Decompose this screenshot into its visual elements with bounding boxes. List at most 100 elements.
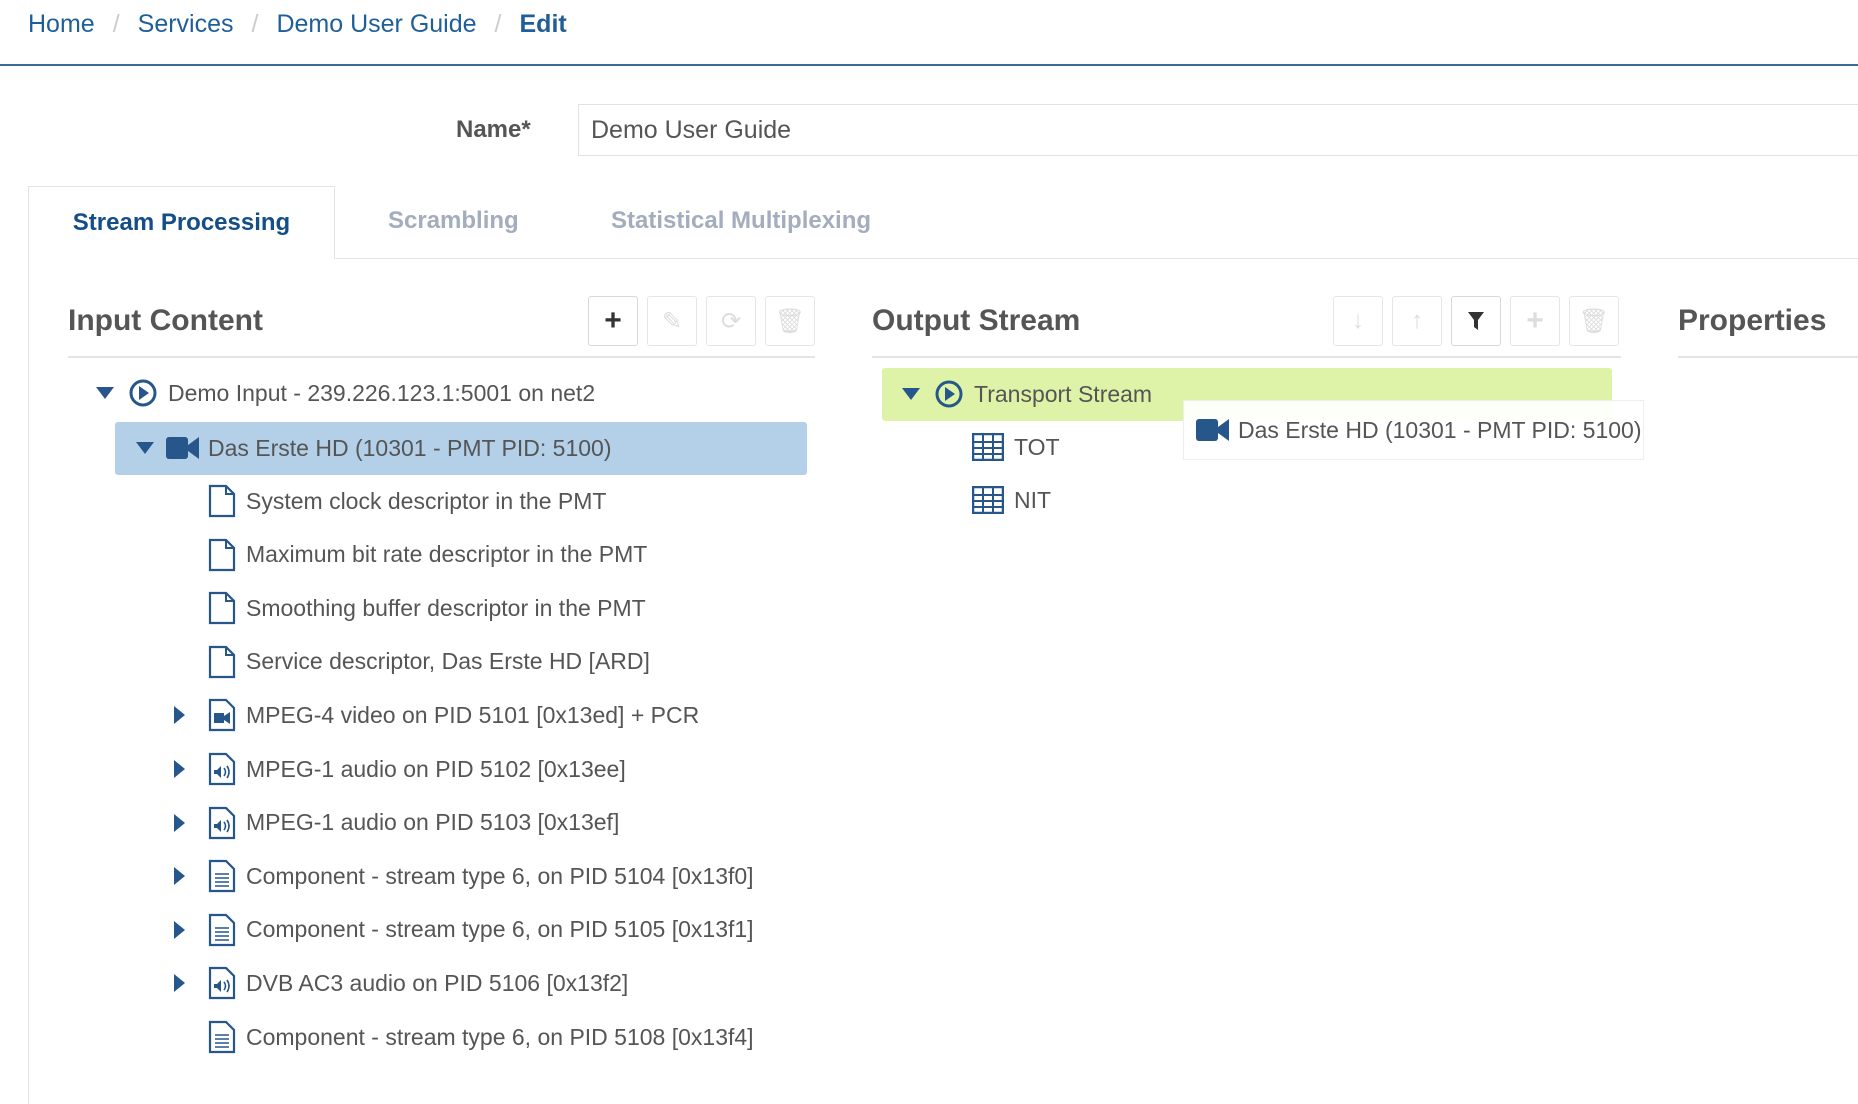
expand-icon[interactable] bbox=[174, 706, 185, 725]
play-circle-icon bbox=[935, 380, 963, 408]
node-label: Maximum bit rate descriptor in the PMT bbox=[246, 541, 648, 568]
move-down-button[interactable]: ↓ bbox=[1333, 296, 1383, 346]
video-camera-icon bbox=[1196, 419, 1229, 441]
tree-node-child[interactable]: Component - stream type 6, on PID 5104 [… bbox=[174, 850, 754, 902]
name-label: Name* bbox=[456, 116, 531, 143]
name-input[interactable] bbox=[578, 104, 1858, 156]
tree-node-child[interactable]: Service descriptor, Das Erste HD [ARD] bbox=[174, 636, 650, 688]
header-divider bbox=[0, 64, 1858, 66]
refresh-icon: ⟳ bbox=[720, 307, 742, 335]
plus-icon: + bbox=[604, 304, 622, 337]
file-icon bbox=[208, 538, 236, 571]
tree-node-transport-stream[interactable]: Transport Stream bbox=[902, 368, 1152, 420]
edit-icon: ✎ bbox=[661, 307, 683, 335]
collapse-icon[interactable] bbox=[96, 387, 114, 399]
collapse-icon[interactable] bbox=[902, 388, 920, 400]
node-label: TOT bbox=[1014, 433, 1060, 460]
edit-button[interactable]: ✎ bbox=[647, 296, 697, 346]
play-circle-icon bbox=[129, 379, 157, 407]
expand-icon[interactable] bbox=[174, 920, 185, 939]
tree-node-service[interactable]: Das Erste HD (10301 - PMT PID: 5100) bbox=[136, 422, 612, 474]
tree-node-child[interactable]: MPEG-1 audio on PID 5103 [0x13ef] bbox=[174, 797, 619, 849]
node-label: Component - stream type 6, on PID 5108 [… bbox=[246, 1023, 754, 1050]
tree-node-child[interactable]: MPEG-4 video on PID 5101 [0x13ed] + PCR bbox=[174, 689, 699, 741]
delete-output-button[interactable]: 🗑 bbox=[1569, 296, 1619, 346]
text-file-icon bbox=[208, 860, 236, 893]
tree-node-child[interactable]: Component - stream type 6, on PID 5105 [… bbox=[174, 904, 754, 956]
refresh-button[interactable]: ⟳ bbox=[706, 296, 756, 346]
text-file-icon bbox=[208, 913, 236, 946]
node-label: Smoothing buffer descriptor in the PMT bbox=[246, 594, 646, 621]
node-label: Component - stream type 6, on PID 5105 [… bbox=[246, 916, 754, 943]
tab-scrambling[interactable]: Scrambling bbox=[388, 207, 519, 234]
expand-icon[interactable] bbox=[174, 813, 185, 832]
file-icon bbox=[208, 645, 236, 678]
input-content-title: Input Content bbox=[68, 304, 263, 337]
tree-node-tot[interactable]: TOT bbox=[972, 421, 1060, 473]
separator: / bbox=[112, 10, 120, 38]
audio-file-icon bbox=[208, 967, 236, 1000]
breadcrumb-current: Edit bbox=[519, 10, 567, 38]
file-icon bbox=[208, 484, 236, 518]
add-button[interactable]: + bbox=[588, 296, 638, 346]
divider bbox=[68, 356, 815, 358]
tree-node-input[interactable]: Demo Input - 239.226.123.1:5001 on net2 bbox=[96, 367, 595, 419]
expand-icon[interactable] bbox=[174, 974, 185, 993]
tree-node-child[interactable]: DVB AC3 audio on PID 5106 [0x13f2] bbox=[174, 957, 628, 1009]
node-label: MPEG-1 audio on PID 5102 [0x13ee] bbox=[246, 755, 626, 782]
breadcrumb: Home / Services / Demo User Guide / Edit bbox=[28, 10, 567, 39]
expand-icon[interactable] bbox=[174, 867, 185, 886]
video-file-icon bbox=[208, 699, 236, 732]
node-label: Das Erste HD (10301 - PMT PID: 5100) bbox=[208, 434, 612, 461]
divider bbox=[872, 356, 1621, 358]
collapse-icon[interactable] bbox=[136, 442, 154, 454]
tree-node-child[interactable]: MPEG-1 audio on PID 5102 [0x13ee] bbox=[174, 743, 626, 795]
node-label: NIT bbox=[1014, 486, 1052, 513]
filter-button[interactable] bbox=[1451, 296, 1501, 346]
panel-border bbox=[28, 258, 29, 1104]
audio-file-icon bbox=[208, 806, 236, 839]
output-stream-title: Output Stream bbox=[872, 304, 1081, 337]
selected-row-bg bbox=[115, 422, 807, 475]
breadcrumb-services[interactable]: Services bbox=[137, 10, 234, 38]
node-label: Transport Stream bbox=[974, 380, 1153, 407]
tab-statistical-multiplexing[interactable]: Statistical Multiplexing bbox=[611, 207, 872, 234]
file-icon bbox=[208, 592, 236, 625]
node-label: Component - stream type 6, on PID 5104 [… bbox=[246, 862, 754, 889]
table-icon bbox=[972, 486, 1004, 514]
add-output-button[interactable]: + bbox=[1510, 296, 1560, 346]
node-label: Service descriptor, Das Erste HD [ARD] bbox=[246, 648, 650, 675]
text-file-icon bbox=[208, 1020, 236, 1054]
tree-node-child[interactable]: Smoothing buffer descriptor in the PMT bbox=[174, 582, 646, 634]
separator: / bbox=[251, 10, 259, 38]
audio-file-icon bbox=[208, 752, 236, 786]
tab-stream-processing[interactable]: Stream Processing bbox=[28, 186, 335, 259]
tree-node-child[interactable]: System clock descriptor in the PMT bbox=[174, 475, 606, 527]
table-icon bbox=[972, 433, 1004, 461]
tree-node-child[interactable]: Component - stream type 6, on PID 5108 [… bbox=[174, 1011, 754, 1063]
filter-icon bbox=[1468, 312, 1484, 330]
trash-icon: 🗑 bbox=[774, 307, 806, 335]
tree-node-child[interactable]: Maximum bit rate descriptor in the PMT bbox=[174, 529, 647, 581]
arrow-up-icon: ↑ bbox=[1411, 307, 1423, 334]
node-label: DVB AC3 audio on PID 5106 [0x13f2] bbox=[246, 969, 629, 996]
node-label: System clock descriptor in the PMT bbox=[246, 487, 607, 514]
breadcrumb-demo-user-guide[interactable]: Demo User Guide bbox=[276, 10, 477, 38]
breadcrumb-home[interactable]: Home bbox=[28, 10, 95, 38]
node-label: MPEG-1 audio on PID 5103 [0x13ef] bbox=[246, 809, 620, 836]
divider bbox=[1678, 356, 1858, 358]
drag-preview[interactable]: Das Erste HD (10301 - PMT PID: 5100) bbox=[1183, 400, 1644, 460]
separator: / bbox=[494, 10, 502, 38]
tree-node-nit[interactable]: NIT bbox=[972, 474, 1051, 526]
video-camera-icon bbox=[166, 437, 199, 459]
expand-icon[interactable] bbox=[174, 760, 185, 778]
arrow-down-icon: ↓ bbox=[1352, 307, 1364, 334]
tab-divider bbox=[335, 258, 1858, 259]
move-up-button[interactable]: ↑ bbox=[1392, 296, 1442, 346]
node-label: Demo Input - 239.226.123.1:5001 on net2 bbox=[168, 379, 596, 406]
delete-button[interactable]: 🗑 bbox=[765, 296, 815, 346]
node-label: MPEG-4 video on PID 5101 [0x13ed] + PCR bbox=[246, 701, 700, 728]
plus-icon: + bbox=[1526, 304, 1544, 337]
drag-label: Das Erste HD (10301 - PMT PID: 5100) bbox=[1238, 416, 1642, 443]
properties-title: Properties bbox=[1678, 304, 1827, 337]
